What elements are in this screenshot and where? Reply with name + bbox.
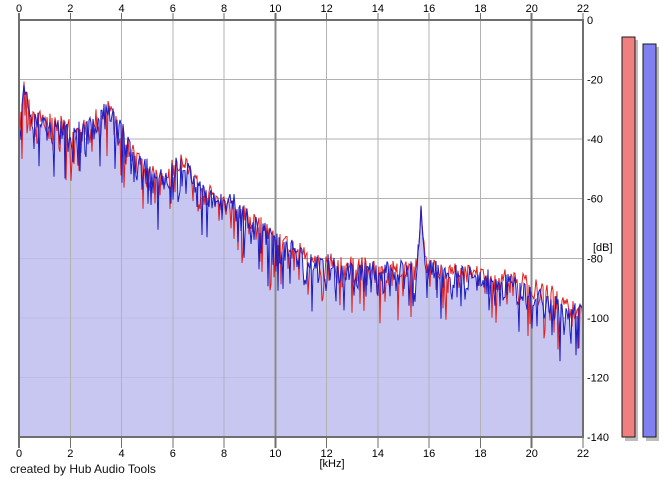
- x-tick-label-bottom: 8: [221, 448, 227, 460]
- x-tick-label-top: 8: [221, 3, 227, 15]
- x-tick-label-top: 22: [577, 3, 589, 15]
- y-tick-label: -60: [587, 194, 603, 206]
- credit-text: created by Hub Audio Tools: [10, 462, 156, 476]
- x-tick-label-top: 10: [269, 3, 281, 15]
- right-peak-meter: [642, 43, 657, 438]
- x-tick-label-bottom: 22: [577, 448, 589, 460]
- x-tick-label-top: 6: [170, 3, 176, 15]
- x-tick-label-top: 16: [423, 3, 435, 15]
- x-tick-label-top: 12: [321, 3, 333, 15]
- label-layer: 002244668810101212141416161818202022220-…: [16, 3, 609, 460]
- y-tick-label: -120: [587, 372, 609, 384]
- x-tick-label-bottom: 12: [321, 448, 333, 460]
- y-axis-unit-label: [dB]: [593, 242, 613, 254]
- x-tick-label-top: 0: [16, 3, 22, 15]
- plot-border-rect: [18, 19, 584, 438]
- meter-layer: [621, 36, 659, 442]
- trace-layer: [18, 81, 584, 362]
- x-tick-label-bottom: 10: [269, 448, 281, 460]
- x-tick-label-top: 4: [118, 3, 124, 15]
- left-peak-meter: [621, 36, 636, 438]
- y-tick-label: -80: [587, 253, 603, 265]
- x-tick-label-bottom: 16: [423, 448, 435, 460]
- x-tick-label-top: 20: [526, 3, 538, 15]
- x-tick-label-top: 18: [474, 3, 486, 15]
- x-tick-label-bottom: 20: [526, 448, 538, 460]
- y-tick-label: 0: [587, 15, 593, 27]
- x-axis-unit-label: [kHz]: [319, 458, 344, 470]
- y-tick-label: -140: [587, 432, 609, 444]
- plot-border: [18, 19, 584, 438]
- right-channel-trace: [18, 84, 584, 362]
- y-tick-label: -40: [587, 134, 603, 146]
- tick-layer: [18, 13, 584, 448]
- y-tick-label: -100: [587, 313, 609, 325]
- x-tick-label-bottom: 14: [372, 448, 384, 460]
- x-tick-label-bottom: 18: [474, 448, 486, 460]
- y-tick-label: -20: [587, 75, 603, 87]
- x-tick-label-bottom: 0: [16, 448, 22, 460]
- x-tick-label-bottom: 4: [118, 448, 124, 460]
- x-tick-label-bottom: 6: [170, 448, 176, 460]
- x-tick-label-top: 14: [372, 3, 384, 15]
- vgrid-layer: [69, 20, 533, 437]
- x-tick-label-bottom: 2: [67, 448, 73, 460]
- fill-layer: [19, 84, 583, 437]
- right-channel-fill: [19, 84, 583, 437]
- x-tick-label-top: 2: [67, 3, 73, 15]
